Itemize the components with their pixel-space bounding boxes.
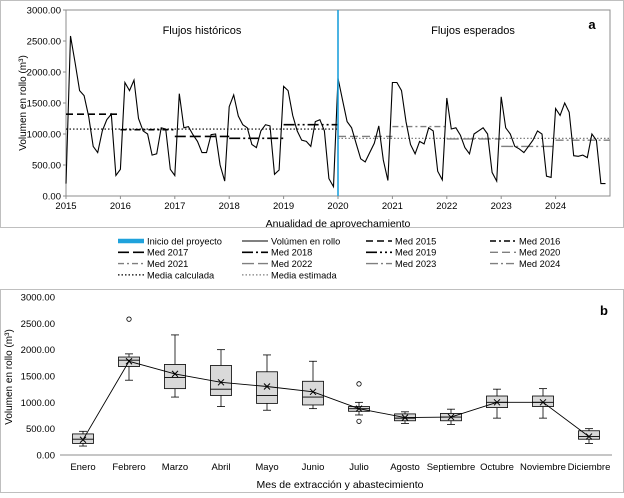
- x-tick-label: Septiembre: [427, 462, 476, 473]
- box-iqr: [164, 364, 186, 390]
- x-tick-label: 2017: [164, 201, 185, 212]
- x-tick-label: 2024: [545, 201, 566, 212]
- y-tick-label: 1000.00: [21, 398, 55, 409]
- outlier-point: [356, 381, 362, 387]
- legend-label: Med 2018: [271, 248, 312, 258]
- x-tick-label: Octubre: [480, 462, 514, 473]
- legend-label: Media calculada: [147, 270, 215, 280]
- y-tick-label: 1500.00: [27, 99, 61, 110]
- legend-label: Media estimada: [271, 270, 337, 280]
- y-tick-label: 1000.00: [27, 130, 61, 141]
- y-tick-label: 2000.00: [21, 345, 55, 356]
- y-tick-label: 2500.00: [27, 37, 61, 48]
- legend-label: Med 2015: [395, 236, 436, 246]
- x-tick-label: 2021: [382, 201, 403, 212]
- x-tick-label: Enero: [70, 462, 95, 473]
- panel-a-label: a: [588, 17, 596, 32]
- box-mayo: [256, 354, 278, 411]
- panel-b-y-axis-label: Volumen en rollo (m³): [4, 329, 15, 425]
- x-tick-label: Julio: [349, 462, 369, 473]
- region-label-historic: Flujos históricos: [163, 25, 242, 37]
- legend-label: Med 2024: [519, 259, 560, 269]
- legend-label: Med 2016: [519, 236, 560, 246]
- x-tick-label: Agosto: [390, 462, 420, 473]
- x-tick-label: 2016: [110, 201, 131, 212]
- box-iqr: [578, 430, 600, 440]
- box-marzo: [164, 334, 186, 398]
- x-tick-label: Diciembre: [568, 462, 611, 473]
- legend-label: Med 2021: [147, 259, 188, 269]
- legend-label: Med 2017: [147, 248, 188, 258]
- box-abril: [210, 349, 232, 407]
- panel-b-x-axis: Enero Febrero Marzo Abril Mayo Junio Julio Agos…: [70, 462, 610, 473]
- y-tick-label: 500.00: [32, 161, 61, 172]
- panel-a-x-axis-label: Anualidad de aprovechamiento: [266, 218, 411, 230]
- x-tick-label: Noviembre: [520, 462, 566, 473]
- panel-b-x-axis-label: Mes de extracción y abastecimiento: [257, 479, 424, 491]
- mean-marker: [79, 436, 87, 444]
- mean-trend-line: [82, 360, 590, 440]
- legend-label: Inicio del proyecto: [147, 236, 222, 246]
- x-tick-label: 2019: [273, 201, 294, 212]
- panel-a-y-axis-label: Volumen en rollo (m³): [18, 55, 29, 151]
- panel-b-label: b: [600, 303, 608, 318]
- y-tick-label: 1500.00: [21, 372, 55, 383]
- x-tick-label: Febrero: [112, 462, 145, 473]
- y-tick-label: 2000.00: [27, 68, 61, 79]
- legend-label: Med 2022: [271, 259, 312, 269]
- x-tick-label: Marzo: [162, 462, 188, 473]
- panel-a-x-axis: 2015 2016 2017 2018 2019 2020 2021 2022 2023 2024: [55, 196, 566, 212]
- y-tick-label: 0.00: [43, 192, 62, 203]
- legend-label: Med 2020: [519, 248, 560, 258]
- legend: Inicio del proyecto Volúmen en rollo Med 2…: [118, 236, 560, 280]
- box-iqr: [210, 365, 232, 396]
- outlier-point: [356, 418, 362, 424]
- y-tick-label: 3000.00: [27, 6, 61, 17]
- region-label-expected: Flujos esperados: [431, 25, 515, 37]
- y-tick-label: 2500.00: [21, 319, 55, 330]
- panel-a-series: [65, 10, 606, 196]
- panel-a-chart: 0.00 500.00 1000.00 1500.00 2000.00 2500.00 30…: [18, 6, 611, 230]
- box-iqr: [302, 380, 324, 406]
- y-tick-label: 0.00: [37, 451, 56, 462]
- x-tick-label: 2015: [55, 201, 76, 212]
- box-iqr: [532, 395, 554, 407]
- x-tick-label: 2020: [327, 201, 348, 212]
- series-volumen-en-rollo: [65, 35, 606, 189]
- x-tick-label: 2018: [219, 201, 240, 212]
- legend-label: Volúmen en rollo: [271, 236, 340, 246]
- panel-b-boxes: [72, 316, 600, 447]
- legend-label: Med 2023: [395, 259, 436, 269]
- outlier-point: [126, 316, 132, 322]
- panel-a-y-axis: 0.00 500.00 1000.00 1500.00 2000.00 2500.00 30…: [27, 6, 66, 203]
- x-tick-label: Junio: [302, 462, 325, 473]
- y-tick-label: 3000.00: [21, 293, 55, 304]
- panel-b-y-axis: 0.00 500.00 1000.00 1500.00 2000.00 2500.00 30…: [21, 293, 55, 462]
- x-tick-label: Abril: [211, 462, 230, 473]
- box-iqr: [72, 433, 94, 444]
- panel-b-chart: 0.00 500.00 1000.00 1500.00 2000.00 2500.00 30…: [4, 293, 612, 491]
- legend-label: Med 2019: [395, 248, 436, 258]
- x-tick-label: 2022: [436, 201, 457, 212]
- x-tick-label: 2023: [491, 201, 512, 212]
- x-tick-label: Mayo: [255, 462, 278, 473]
- y-tick-label: 500.00: [26, 424, 55, 435]
